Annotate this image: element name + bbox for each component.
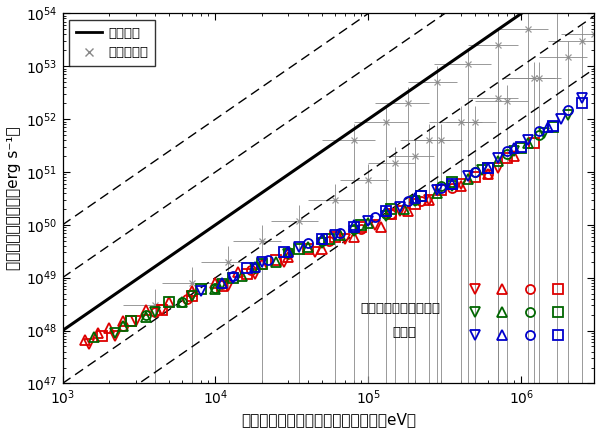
Text: 数値シミュレーション: 数値シミュレーション bbox=[361, 302, 440, 315]
Text: の結果: の結果 bbox=[392, 326, 416, 339]
X-axis label: スペクトルのピークエネルギー　（eV）: スペクトルのピークエネルギー （eV） bbox=[241, 413, 416, 427]
Y-axis label: 明るさの最大光度（erg s⁻¹）: 明るさの最大光度（erg s⁻¹） bbox=[5, 126, 20, 270]
Legend: 米徳関係, 観測データ: 米徳関係, 観測データ bbox=[69, 20, 155, 66]
